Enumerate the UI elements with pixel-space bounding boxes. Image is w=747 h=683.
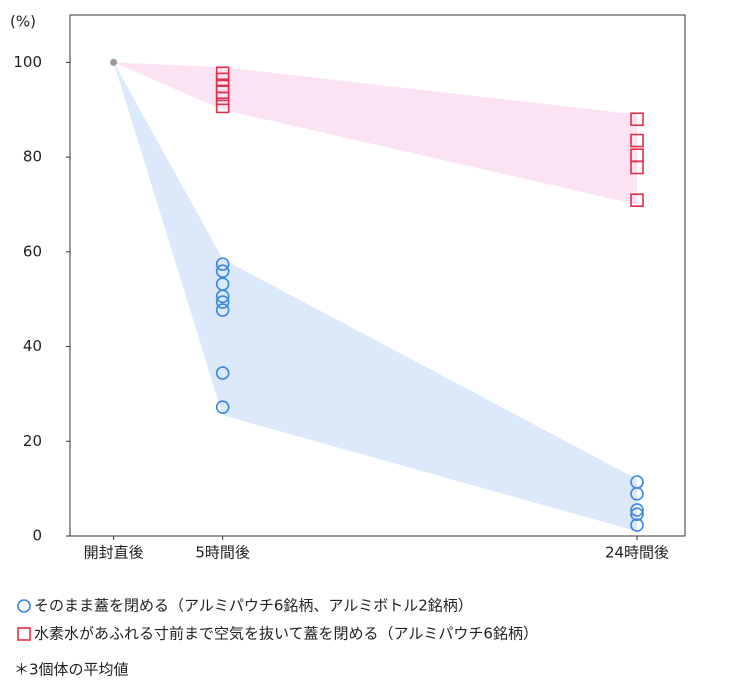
data-point — [630, 507, 644, 522]
y-tick-label: 80 — [23, 148, 42, 166]
data-point — [630, 160, 644, 175]
range-band — [113, 62, 638, 532]
y-tick-label: 40 — [23, 337, 42, 355]
y-tick-label: 60 — [23, 242, 42, 260]
y-tick-label: 20 — [23, 432, 42, 450]
legend-marker — [17, 627, 31, 641]
plot-frame — [69, 14, 686, 537]
data-point — [630, 518, 644, 532]
data-point — [630, 193, 644, 207]
x-tick-label: 開封直後 — [84, 544, 144, 562]
data-point — [215, 303, 230, 317]
y-tick-label: 100 — [13, 53, 42, 71]
data-point — [630, 503, 644, 517]
data-point — [630, 487, 644, 501]
data-point — [215, 99, 230, 114]
legend-label: そのまま蓋を閉める（アルミパウチ6銘柄、アルミボトル2銘柄） — [34, 597, 473, 615]
data-point — [215, 400, 230, 414]
legend-marker — [17, 599, 31, 613]
legend-label: 水素水があふれる寸前まで空気を抜いて蓋を閉める（アルミパウチ6銘柄） — [34, 625, 538, 643]
data-point — [215, 91, 230, 106]
start-point — [110, 58, 118, 66]
data-point — [630, 112, 644, 126]
y-tick-label: 0 — [32, 527, 42, 545]
data-point — [215, 295, 230, 309]
x-tick-label: 24時間後 — [605, 544, 669, 562]
x-tick-label: 5時間後 — [195, 544, 250, 562]
data-point — [215, 289, 230, 304]
y-axis-label: (%) — [10, 13, 36, 31]
note: ＊3個体の平均値 — [14, 661, 129, 679]
data-point — [630, 133, 644, 148]
data-point — [215, 257, 230, 271]
range-band — [113, 62, 638, 205]
data-point — [215, 366, 230, 380]
